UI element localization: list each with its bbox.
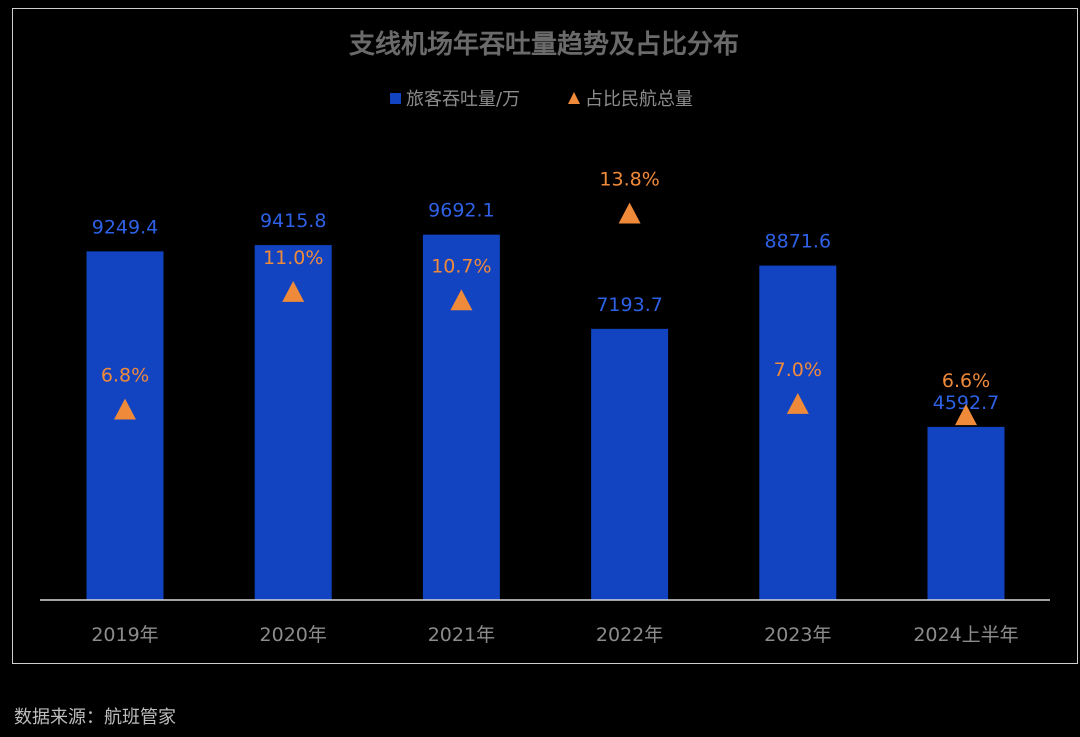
marker-triangle (786, 393, 809, 414)
marker-labels: 6.8% 11.0% 10.7% 13.8% 7.0% 6.6% (101, 169, 990, 393)
marker-data-label: 6.8% (101, 365, 149, 387)
x-axis-tick-label: 2019年 (91, 624, 158, 646)
bar-data-label: 9415.8 (260, 210, 326, 232)
bar-data-label: 7193.7 (596, 294, 662, 316)
bar-data-label: 8871.6 (765, 231, 831, 253)
marker-triangle (955, 404, 977, 426)
x-axis-tick-label: 2024上半年 (913, 624, 1018, 646)
marker-data-label: 11.0% (263, 247, 323, 269)
marker-triangle (114, 398, 136, 420)
bar (254, 245, 332, 600)
x-axis-tick-label: 2020年 (260, 624, 327, 646)
x-axis-tick-label: 2023年 (764, 624, 831, 646)
marker-data-label: 13.8% (599, 169, 659, 191)
bar (759, 265, 837, 600)
marker-triangle (618, 202, 641, 224)
chart-title: 支线机场年吞吐量趋势及占比分布 (349, 29, 739, 60)
bar-labels: 9249.4 9415.8 9692.1 7193.7 8871.6 4592.7 (92, 200, 999, 414)
legend-marker-label: 占比民航总量 (585, 89, 693, 110)
legend-marker-swatch (568, 92, 580, 104)
x-axis-tick-label: 2021年 (428, 624, 495, 646)
bar-data-label: 9249.4 (92, 216, 158, 238)
marker-series (114, 202, 977, 426)
marker-data-label: 10.7% (431, 255, 491, 277)
x-axis-tick-labels: 2019年 2020年 2021年 2022年 2023年 2024上半年 (91, 624, 1018, 646)
legend-bar-swatch (390, 93, 401, 104)
marker-data-label: 7.0% (774, 359, 822, 381)
source-note: 数据来源：航班管家 (14, 707, 176, 728)
chart-frame (12, 8, 1078, 664)
x-axis-tick-label: 2022年 (596, 624, 663, 646)
bar (927, 426, 1005, 600)
bar-data-label: 9692.1 (428, 200, 494, 222)
marker-triangle (450, 289, 473, 311)
legend-bar-label: 旅客吞吐量/万 (406, 89, 520, 110)
marker-data-label: 6.6% (942, 370, 990, 392)
marker-triangle (282, 281, 305, 302)
legend: 旅客吞吐量/万 占比民航总量 (390, 89, 693, 110)
bar-data-label: 4592.7 (933, 392, 999, 414)
bar (86, 251, 164, 600)
bar-series (86, 234, 1005, 601)
bar (591, 328, 669, 600)
